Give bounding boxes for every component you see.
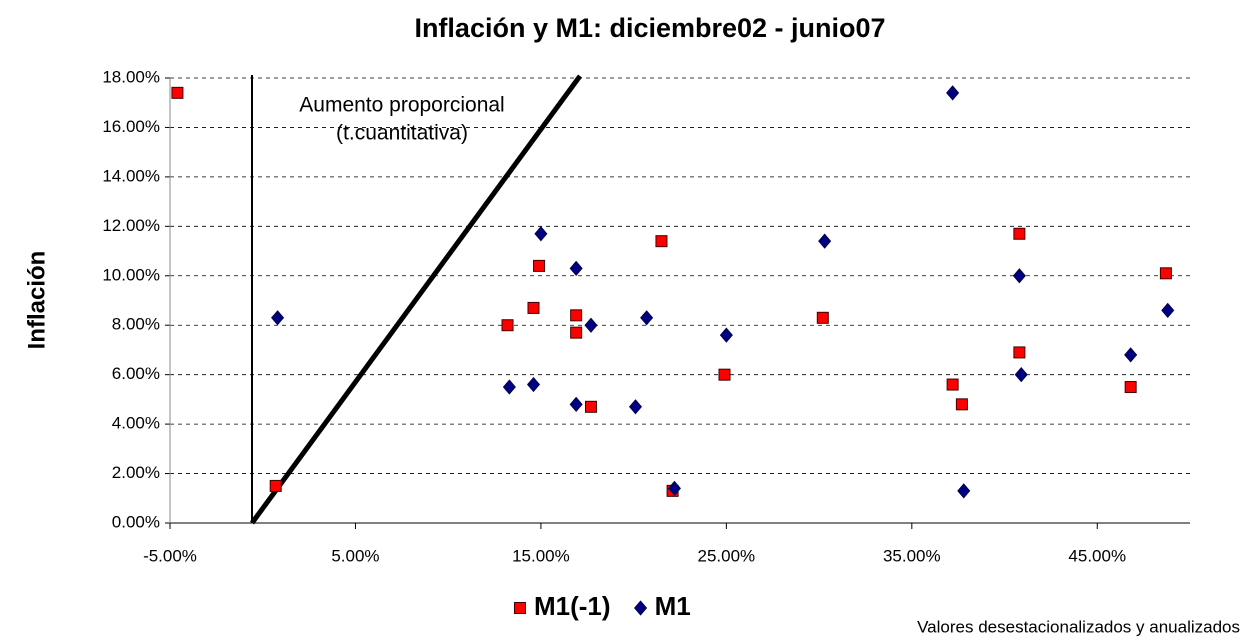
diamond-marker	[502, 379, 516, 395]
square-marker	[570, 309, 583, 322]
diamond-marker	[957, 483, 971, 499]
y-tick-label: 14.00%	[102, 166, 160, 185]
square-marker	[501, 319, 514, 332]
diamond-marker	[667, 480, 681, 497]
square-marker	[816, 311, 829, 324]
square-marker	[1013, 227, 1026, 240]
y-tick-label: 6.00%	[112, 364, 160, 383]
x-tick-label: 5.00%	[331, 546, 379, 565]
square-marker	[269, 479, 282, 492]
square-marker	[584, 400, 597, 413]
square-marker	[955, 398, 968, 411]
x-tick-label: 15.00%	[512, 546, 570, 565]
proportional-line	[249, 74, 583, 525]
diamond-marker	[526, 376, 541, 393]
square-marker	[946, 378, 959, 391]
diamond-marker	[1161, 302, 1175, 319]
diamond-marker	[271, 310, 285, 326]
diamond-marker	[818, 233, 832, 249]
diamond-marker	[628, 399, 643, 415]
y-tick-label: 8.00%	[112, 315, 160, 334]
y-tick-label: 4.00%	[112, 414, 160, 433]
square-marker	[171, 86, 184, 99]
square-marker	[1124, 381, 1137, 394]
diamond-marker	[1012, 268, 1026, 284]
x-tick-label: 25.00%	[698, 546, 756, 565]
square-marker	[655, 235, 668, 248]
diamond-marker	[569, 396, 583, 412]
x-tick-label: -5.00%	[143, 546, 197, 565]
y-tick-label: 2.00%	[112, 463, 160, 482]
diamond-marker	[1014, 367, 1028, 383]
square-marker	[533, 259, 546, 272]
y-tick-label: 12.00%	[102, 216, 160, 235]
diamond-marker	[1124, 347, 1138, 363]
square-marker	[527, 301, 540, 314]
y-axis-label: Inflación	[23, 251, 50, 350]
annotation: (t.cuantitativa)	[336, 122, 468, 145]
diamond-marker	[569, 260, 583, 276]
annotation: Aumento proporcional	[299, 94, 504, 117]
y-tick-label: 0.00%	[112, 512, 160, 531]
x-tick-label: 35.00%	[883, 546, 941, 565]
y-tick-label: 18.00%	[102, 67, 160, 86]
diamond-marker	[946, 85, 960, 101]
chart-title: Inflación y M1: diciembre02 - junio07	[414, 13, 885, 43]
x-tick-label: 45.00%	[1068, 546, 1126, 565]
square-marker	[1159, 267, 1172, 280]
y-tick-label: 16.00%	[102, 117, 160, 136]
square-marker	[514, 602, 526, 614]
diamond-marker	[584, 317, 598, 333]
diamond-marker	[534, 226, 548, 242]
square-marker	[1013, 346, 1026, 359]
diamond-marker	[719, 327, 733, 343]
square-marker	[570, 326, 583, 339]
square-marker	[718, 368, 731, 381]
diamond-marker	[634, 600, 648, 616]
diamond-marker	[640, 310, 654, 326]
note: Valores desestacionalizados y anualizado…	[917, 617, 1240, 636]
y-tick-label: 10.00%	[102, 265, 160, 284]
legend-label: M1	[655, 591, 691, 621]
legend-label: M1(-1)	[534, 591, 611, 621]
